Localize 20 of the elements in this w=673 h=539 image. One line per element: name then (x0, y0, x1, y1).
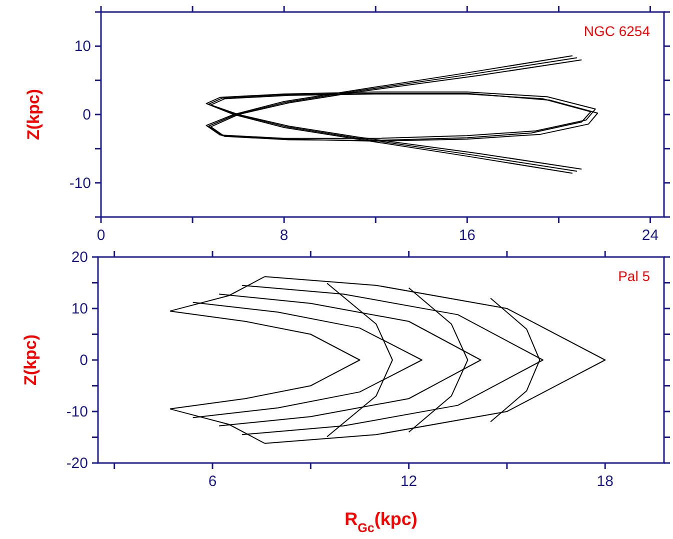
y-axis-title: Z(kpc) (21, 334, 40, 386)
y-tick-label: -10 (69, 174, 91, 192)
annotation: Pal 5 (618, 268, 650, 284)
x-tick-label: 6 (208, 473, 217, 490)
annotation: NGC 6254 (584, 23, 650, 39)
y-tick-label: -20 (66, 455, 88, 472)
x-tick-label: 12 (400, 473, 418, 490)
y-tick-label: 20 (71, 249, 88, 266)
y-tick-label: 10 (71, 300, 88, 318)
x-tick-label: 0 (96, 227, 106, 244)
x-tick-label: 8 (280, 227, 288, 244)
y-tick-label: 10 (74, 38, 91, 56)
x-tick-label: 16 (458, 227, 476, 244)
y-axis-title: Z(kpc) (24, 89, 43, 140)
x-axis-title: R$_{Gc}$(kpc) (344, 509, 418, 535)
y-tick-label: 0 (80, 352, 88, 369)
x-tick-label: 24 (642, 227, 659, 244)
x-tick-label: 18 (596, 473, 614, 490)
y-tick-label: 0 (82, 106, 91, 124)
y-tick-label: -10 (66, 404, 88, 420)
